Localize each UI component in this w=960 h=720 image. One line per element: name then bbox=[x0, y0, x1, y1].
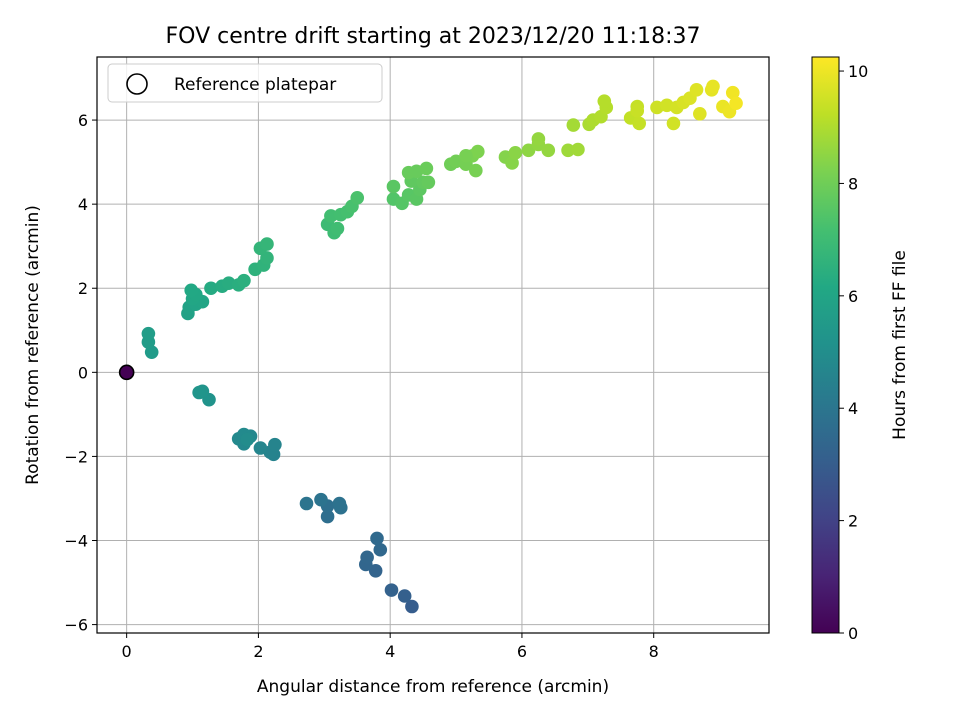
data-point bbox=[693, 106, 707, 121]
y-tick-label: −6 bbox=[64, 616, 88, 635]
data-point bbox=[368, 563, 383, 578]
colorbar-tick-label: 0 bbox=[848, 624, 858, 643]
x-tick-label: 4 bbox=[385, 642, 395, 661]
data-point bbox=[384, 583, 399, 597]
data-point bbox=[421, 175, 436, 190]
chart-title: FOV centre drift starting at 2023/12/20 … bbox=[166, 24, 701, 49]
x-axis-ticks: 0 2 4 6 8 bbox=[122, 633, 659, 661]
data-point bbox=[240, 432, 255, 447]
colorbar-tick-label: 10 bbox=[848, 62, 868, 81]
y-tick-label: 2 bbox=[78, 279, 88, 298]
colorbar-tick-label: 4 bbox=[848, 399, 858, 418]
data-point bbox=[332, 496, 347, 511]
data-point bbox=[397, 589, 412, 603]
data-point bbox=[320, 509, 335, 524]
data-point bbox=[260, 237, 274, 251]
grid bbox=[97, 57, 769, 633]
data-point bbox=[706, 79, 720, 94]
data-point bbox=[419, 161, 434, 176]
data-point bbox=[204, 281, 218, 296]
x-tick-label: 8 bbox=[649, 642, 659, 661]
legend-box bbox=[107, 63, 383, 103]
data-point bbox=[299, 496, 314, 511]
data-point bbox=[330, 221, 345, 236]
data-point bbox=[253, 441, 268, 455]
colorbar-tick-label: 8 bbox=[848, 174, 858, 193]
plot-frame bbox=[96, 56, 770, 634]
data-point bbox=[237, 273, 251, 288]
x-tick-label: 6 bbox=[517, 642, 527, 661]
data-point bbox=[360, 550, 374, 565]
legend-marker-icon bbox=[126, 73, 148, 95]
colorbar-label: Hours from first FF file bbox=[890, 250, 910, 440]
data-point bbox=[729, 96, 743, 111]
data-point bbox=[521, 143, 536, 158]
x-tick-label: 0 bbox=[122, 642, 132, 661]
y-tick-label: 4 bbox=[78, 195, 88, 214]
data-point bbox=[725, 85, 740, 100]
y-tick-label: 0 bbox=[78, 363, 88, 382]
data-point bbox=[632, 116, 647, 131]
legend-entry-reference: Reference platepar bbox=[174, 75, 336, 95]
y-axis-ticks: −6 −4 −2 0 2 4 6 bbox=[64, 111, 97, 635]
data-point bbox=[541, 143, 556, 158]
data-point bbox=[260, 251, 274, 265]
data-point bbox=[566, 118, 581, 132]
y-tick-label: −4 bbox=[64, 532, 88, 551]
data-point bbox=[531, 132, 546, 146]
data-point bbox=[373, 542, 388, 557]
data-point bbox=[630, 104, 645, 118]
reference-point-marker bbox=[118, 364, 135, 381]
legend: Reference platepar bbox=[107, 63, 383, 103]
y-tick-label: −2 bbox=[64, 447, 88, 466]
data-point bbox=[689, 82, 704, 97]
data-point bbox=[666, 116, 681, 131]
data-point bbox=[184, 283, 199, 298]
data-point bbox=[561, 143, 575, 158]
data-point bbox=[324, 209, 338, 223]
data-point bbox=[192, 385, 206, 400]
data-point bbox=[314, 492, 328, 507]
data-point bbox=[469, 163, 483, 178]
data-point bbox=[370, 531, 384, 546]
data-point bbox=[405, 599, 419, 614]
data-point bbox=[571, 142, 585, 157]
data-point bbox=[471, 144, 485, 159]
y-axis-label: Rotation from reference (arcmin) bbox=[23, 205, 43, 485]
y-tick-label: 6 bbox=[78, 111, 88, 130]
scatter-points bbox=[141, 79, 743, 614]
data-point bbox=[508, 146, 523, 160]
x-tick-label: 2 bbox=[253, 642, 263, 661]
x-axis-label: Angular distance from reference (arcmin) bbox=[257, 677, 609, 697]
data-point bbox=[350, 191, 365, 205]
colorbar-ticks: 0 2 4 6 8 10 bbox=[839, 62, 868, 643]
data-point bbox=[386, 179, 401, 194]
data-point bbox=[597, 94, 612, 108]
data-point bbox=[141, 326, 156, 341]
colorbar-gradient bbox=[811, 56, 840, 634]
colorbar-tick-label: 2 bbox=[848, 512, 858, 531]
data-point bbox=[459, 149, 473, 163]
colorbar-tick-label: 6 bbox=[848, 287, 858, 306]
colorbar: 0 2 4 6 8 10 Hours from first FF file bbox=[811, 56, 910, 643]
data-point bbox=[268, 437, 282, 452]
